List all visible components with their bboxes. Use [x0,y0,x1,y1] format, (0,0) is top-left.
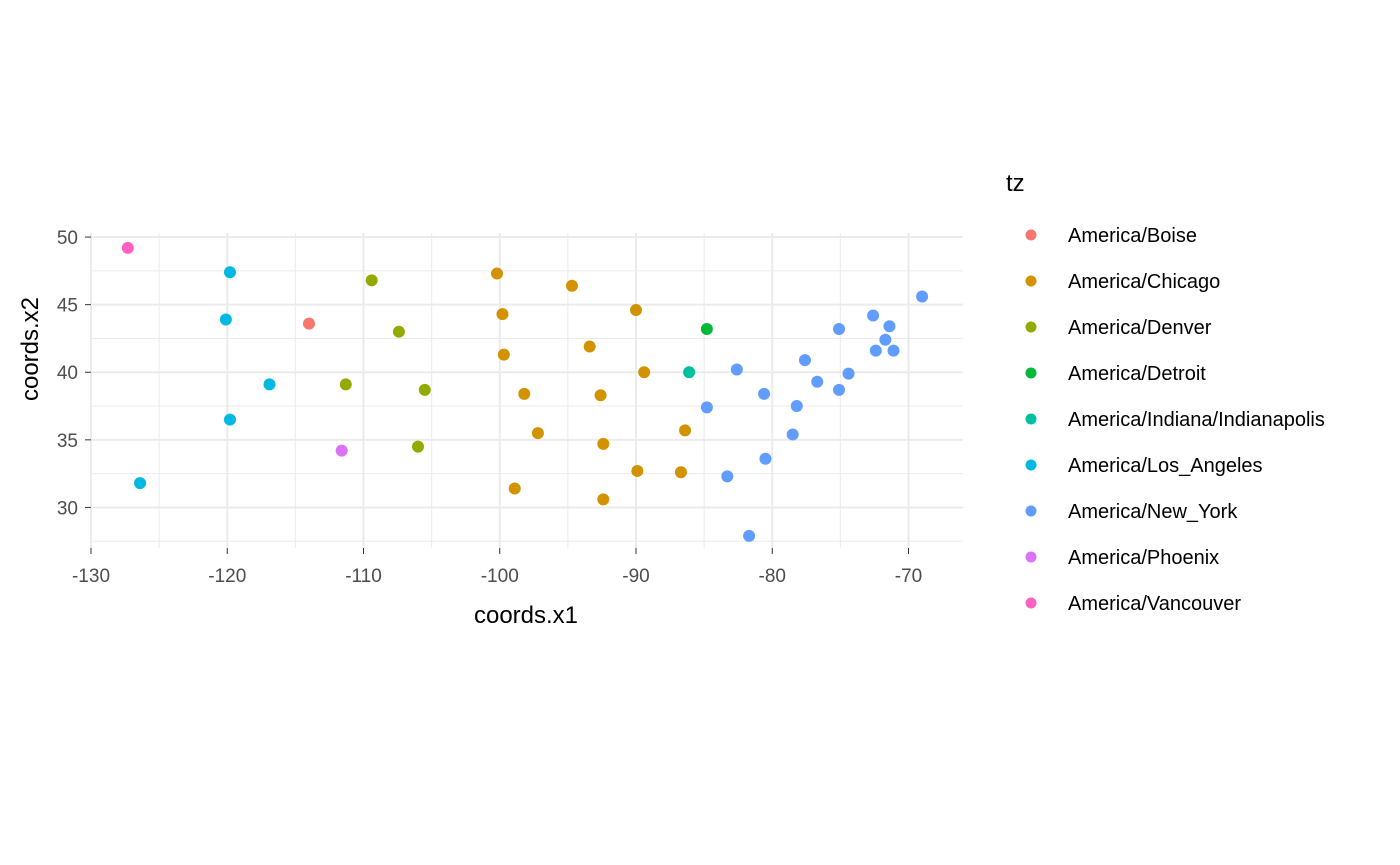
data-point [758,387,771,400]
data-point [134,477,147,490]
y-tick-label: 45 [57,296,78,317]
data-point [887,344,900,357]
legend-label: America/New_York [1068,501,1238,523]
data-point [497,348,510,361]
legend-key [1025,459,1037,471]
data-point [263,378,276,391]
data-point [496,308,509,321]
data-point [743,529,756,542]
data-point [679,424,692,437]
data-point [365,274,378,287]
legend-key [1025,367,1037,379]
data-point [508,482,521,495]
data-point [721,470,734,483]
data-point [869,344,882,357]
data-point [786,428,799,441]
x-tick-label: -90 [622,566,649,587]
legend-label: America/Indiana/Indianapolis [1068,409,1325,431]
y-tick-label: 50 [57,228,78,249]
data-point [631,464,644,477]
x-tick-label: -110 [345,566,382,587]
legend-label: America/Chicago [1068,271,1220,293]
data-point [518,387,531,400]
data-point [798,354,811,367]
data-point [597,437,610,450]
data-point [303,317,315,330]
data-point [121,241,134,254]
x-tick-label: -80 [759,566,786,587]
legend-key [1025,413,1037,425]
legend: tz America/Boise America/Chicago America/D… [1006,170,1325,615]
data-point [491,267,504,280]
legend-key [1025,597,1037,609]
y-tick-label: 35 [57,431,78,452]
data-point [759,452,772,465]
legend-label: America/Phoenix [1068,547,1219,569]
y-axis: 30 35 40 45 50 [57,228,91,519]
data-point [339,378,352,391]
x-tick-label: -120 [208,566,246,587]
legend-label: America/Detroit [1068,363,1206,385]
data-point [638,366,651,379]
data-point [674,466,687,479]
data-point [335,444,348,457]
data-point [883,320,896,333]
data-point [418,383,431,396]
data-point [594,389,607,402]
data-point [867,309,880,322]
legend-entries: America/Boise America/Chicago America/Denv… [1025,225,1325,615]
data-point [565,279,578,292]
data-point [730,363,743,376]
data-point [833,383,846,396]
data-point [412,440,424,453]
data-point [833,322,846,335]
data-point [223,266,236,279]
data-point [392,325,405,338]
data-point [531,427,544,440]
legend-label: America/Boise [1068,225,1197,247]
data-point [811,375,824,388]
data-point [683,366,696,379]
legend-label: America/Vancouver [1068,593,1241,615]
y-axis-title: coords.x2 [17,297,44,401]
legend-label: America/Denver [1068,317,1212,339]
data-point [842,367,855,380]
x-tick-label: -130 [72,566,110,587]
legend-key [1025,551,1037,563]
legend-title: tz [1006,170,1025,197]
legend-key [1025,229,1037,241]
x-axis-title: coords.x1 [474,602,578,629]
legend-label: America/Los_Angeles [1068,455,1263,477]
data-point [219,313,232,326]
legend-key [1025,275,1037,287]
data-point [223,413,236,426]
legend-key [1025,505,1037,517]
legend-key [1025,321,1037,333]
x-tick-label: -100 [481,566,519,587]
x-axis: -130 -120 -110 -100 -90 -80 -70 [72,548,922,587]
data-point [700,401,713,414]
data-point [583,340,596,353]
data-points [121,241,929,542]
data-point [916,290,929,303]
grid [90,233,963,548]
data-point [597,493,610,506]
x-tick-label: -70 [895,566,922,587]
data-point [790,400,803,413]
data-point [630,304,642,317]
y-tick-label: 40 [57,363,78,384]
data-point [879,333,892,346]
y-tick-label: 30 [57,498,78,519]
data-point [700,322,713,335]
